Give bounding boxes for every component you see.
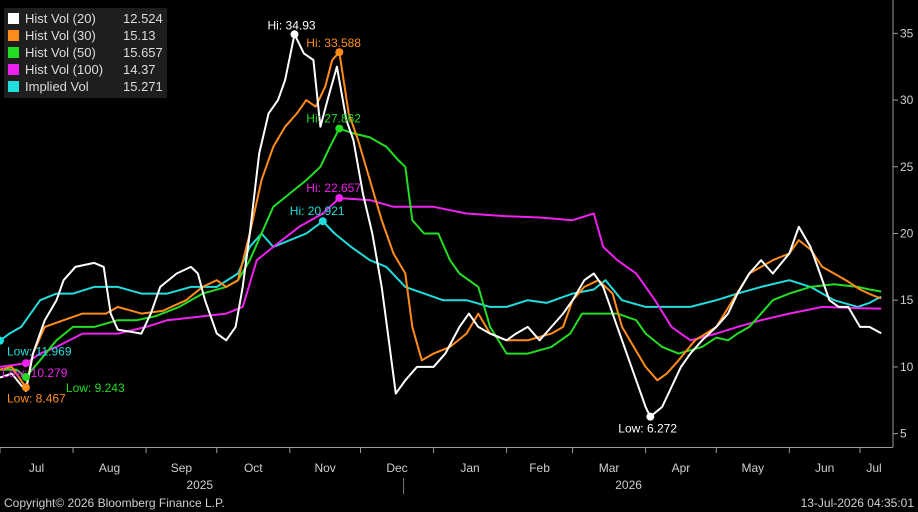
year-label: 2025 <box>186 478 213 492</box>
legend-item: Hist Vol (20) 12.524 <box>8 10 163 27</box>
annotation-label: Low: 9.243 <box>66 381 125 395</box>
marker-layer: Hi: 34.93 Hi: 33.588 Hi: 27.862 Hi: 22.657 H… <box>0 18 677 436</box>
legend-series-name: Implied Vol <box>25 79 89 94</box>
legend-last-value: 15.657 <box>123 45 163 60</box>
x-tick-label: Jul <box>866 461 881 475</box>
annotation-label: Low: 8.467 <box>7 391 66 405</box>
legend-series-name: Hist Vol (100) <box>25 62 104 77</box>
legend-swatch <box>8 13 19 24</box>
annotation-label: Low: 11.969 <box>7 345 72 359</box>
y-tick-label: 20 <box>900 227 914 241</box>
x-tick-label: Sep <box>171 461 193 475</box>
series-line-hist-vol-20 <box>0 33 882 418</box>
legend-swatch <box>8 30 19 41</box>
series-line-hist-vol-50 <box>0 127 882 378</box>
annotation-marker <box>290 30 299 39</box>
x-tick-label: Nov <box>314 461 335 475</box>
legend-last-value: 12.524 <box>123 11 163 26</box>
annotation-marker <box>335 124 344 133</box>
legend-series-name: Hist Vol (30) <box>25 28 96 43</box>
series-line-hist-vol-30 <box>0 51 882 389</box>
annotation-marker <box>318 217 327 226</box>
x-tick-label: Jan <box>460 461 479 475</box>
legend-swatch <box>8 81 19 92</box>
y-tick-label: 35 <box>900 26 914 40</box>
y-tick-label: 5 <box>900 427 907 441</box>
copyright-text: Copyright© 2026 Bloomberg Finance L.P. <box>4 496 225 510</box>
series-layer <box>0 33 882 418</box>
legend-series-name: Hist Vol (50) <box>25 45 96 60</box>
legend-last-value: 15.13 <box>123 28 156 43</box>
legend-last-value: 15.271 <box>123 79 163 94</box>
x-tick-label: Mar <box>599 461 620 475</box>
annotation-label: Hi: 20.921 <box>290 204 345 218</box>
annotation-label: Low: 6.272 <box>618 422 677 436</box>
x-tick-label: Jun <box>815 461 834 475</box>
annotation-label: Low: 10.279 <box>2 366 68 380</box>
y-tick-label: 15 <box>900 293 914 307</box>
x-tick-label: Feb <box>529 461 550 475</box>
legend-swatch <box>8 64 19 75</box>
year-label: 2026 <box>615 478 642 492</box>
legend-swatch <box>8 47 19 58</box>
x-tick-label: Dec <box>386 461 407 475</box>
legend-item: Hist Vol (100) 14.37 <box>8 61 163 78</box>
annotation-marker <box>335 194 344 203</box>
y-tick-label: 10 <box>900 360 914 374</box>
annotation-label: Hi: 34.93 <box>268 18 316 32</box>
legend-series-name: Hist Vol (20) <box>25 11 96 26</box>
y-tick-label: 25 <box>900 160 914 174</box>
annotation-marker <box>21 373 30 382</box>
legend-item: Hist Vol (30) 15.13 <box>8 27 163 44</box>
legend-item: Hist Vol (50) 15.657 <box>8 44 163 61</box>
series-line-hist-vol-100 <box>0 197 882 368</box>
annotation-marker <box>0 336 4 345</box>
annotation-marker <box>646 412 655 421</box>
x-tick-label: Oct <box>244 461 263 475</box>
annotation-label: Hi: 27.862 <box>306 112 361 126</box>
annotation-label: Hi: 22.657 <box>306 181 361 195</box>
x-tick-label: Jul <box>29 461 44 475</box>
legend-item: Implied Vol 15.271 <box>8 78 163 95</box>
annotation-marker <box>21 359 30 368</box>
annotation-marker <box>335 48 344 57</box>
x-tick-label: Aug <box>99 461 120 475</box>
legend-last-value: 14.37 <box>123 62 156 77</box>
timestamp-text: 13-Jul-2026 04:35:01 <box>800 496 914 510</box>
annotation-marker <box>21 383 30 392</box>
chart-legend: Hist Vol (20) 12.524 Hist Vol (30) 15.13 His… <box>4 8 167 98</box>
annotation-label: Hi: 33.588 <box>306 36 361 50</box>
y-tick-label: 30 <box>900 93 914 107</box>
x-tick-label: May <box>741 461 764 475</box>
x-tick-label: Apr <box>672 461 691 475</box>
series-line-implied-vol <box>0 220 882 342</box>
